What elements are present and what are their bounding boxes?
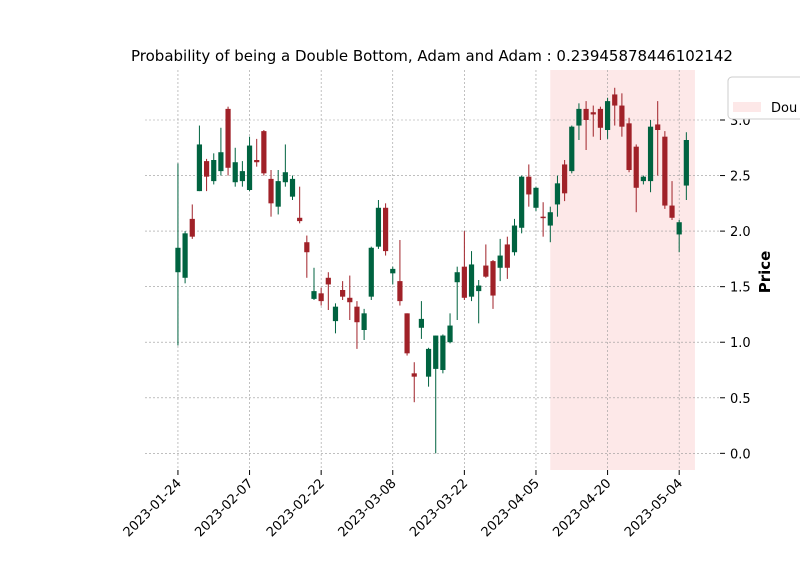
candle-body bbox=[347, 297, 353, 303]
candle-body bbox=[497, 255, 503, 268]
candle-body bbox=[662, 136, 668, 206]
candle-body bbox=[340, 290, 346, 297]
candle-body bbox=[597, 108, 604, 128]
candle-body bbox=[547, 212, 553, 226]
candle-body bbox=[361, 313, 367, 330]
y-tick-label: 1.0 bbox=[730, 336, 751, 351]
chart-title: Probability of being a Double Bottom, Ad… bbox=[131, 47, 733, 65]
candle-body bbox=[533, 187, 539, 208]
candle-body bbox=[225, 108, 231, 168]
candle-body bbox=[576, 108, 582, 126]
candle-body bbox=[254, 160, 260, 163]
candle-body bbox=[447, 325, 453, 343]
candle-body bbox=[604, 101, 611, 130]
candle-body bbox=[239, 171, 245, 182]
candle-body bbox=[583, 108, 589, 120]
candle-body bbox=[540, 216, 546, 219]
candle-body bbox=[683, 140, 689, 186]
candle-body bbox=[282, 172, 288, 183]
candle-body bbox=[554, 183, 561, 205]
candle-body bbox=[490, 261, 496, 296]
candle-body bbox=[297, 217, 303, 222]
candle-body bbox=[418, 318, 425, 328]
candle-body bbox=[626, 123, 632, 170]
candle-body bbox=[669, 205, 675, 218]
candle-body bbox=[325, 277, 331, 285]
candle-body bbox=[440, 335, 446, 370]
candle-body bbox=[504, 244, 510, 268]
candle-body bbox=[246, 145, 253, 190]
candle-body bbox=[268, 178, 274, 204]
candle-body bbox=[590, 112, 596, 115]
candle-body bbox=[375, 207, 382, 247]
candle-body bbox=[476, 285, 482, 292]
candle-body bbox=[175, 247, 181, 273]
candle-body bbox=[612, 94, 618, 106]
candle-body bbox=[182, 233, 188, 278]
candle-body bbox=[526, 176, 532, 195]
candle-body bbox=[203, 161, 210, 177]
candle-body bbox=[468, 264, 475, 297]
candle-body bbox=[382, 207, 389, 252]
candle-body bbox=[196, 144, 203, 192]
candle-body bbox=[390, 268, 396, 274]
candle-body bbox=[311, 291, 317, 299]
candle-body bbox=[404, 313, 410, 354]
x-tick-label: 2023-03-22 bbox=[407, 476, 471, 540]
candle-body bbox=[655, 124, 661, 130]
candle-body bbox=[397, 281, 403, 302]
candle-body bbox=[425, 348, 432, 377]
candle-body bbox=[562, 164, 568, 194]
y-axis-label: Price bbox=[756, 251, 774, 294]
candle-body bbox=[569, 126, 575, 172]
x-tick-label: 2023-01-24 bbox=[121, 476, 185, 540]
candle-body bbox=[511, 225, 518, 253]
candle-body bbox=[619, 105, 625, 127]
y-tick-label: 0.5 bbox=[730, 392, 751, 407]
legend-swatch bbox=[733, 102, 761, 112]
y-tick-label: 0.0 bbox=[730, 447, 751, 462]
y-tick-label: 2.5 bbox=[730, 170, 751, 185]
highlight-region bbox=[550, 70, 695, 470]
y-tick-label: 2.0 bbox=[730, 225, 751, 240]
candle-body bbox=[433, 335, 439, 369]
candle-body bbox=[519, 176, 525, 228]
candle-body bbox=[275, 181, 281, 207]
candle-body bbox=[261, 131, 267, 174]
x-tick-label: 2023-05-04 bbox=[622, 476, 686, 540]
x-tick-label: 2023-04-20 bbox=[550, 476, 614, 540]
y-tick-label: 1.5 bbox=[730, 281, 751, 296]
candle-body bbox=[647, 126, 654, 182]
candle-body bbox=[633, 146, 639, 188]
candle-body bbox=[304, 242, 310, 253]
x-tick-label: 2023-03-08 bbox=[336, 476, 400, 540]
candle-body bbox=[676, 222, 682, 235]
candle-body bbox=[368, 247, 374, 297]
candle-body bbox=[483, 265, 489, 277]
candle-body bbox=[218, 152, 224, 172]
candle-body bbox=[318, 293, 324, 302]
candle-body bbox=[454, 272, 460, 283]
candle-body bbox=[211, 160, 217, 182]
candle-body bbox=[461, 266, 467, 298]
x-tick-label: 2023-02-07 bbox=[192, 476, 256, 540]
legend: Dou bbox=[727, 76, 800, 120]
candle-body bbox=[289, 178, 296, 197]
candle-body bbox=[189, 218, 195, 237]
candle-body bbox=[411, 373, 417, 377]
candle-body bbox=[640, 176, 646, 182]
candle-body bbox=[332, 306, 339, 322]
legend-label: Dou bbox=[771, 101, 797, 116]
x-tick-label: 2023-02-22 bbox=[264, 476, 328, 540]
candle-body bbox=[232, 162, 238, 183]
x-tick-label: 2023-04-05 bbox=[479, 476, 543, 540]
candle-body bbox=[354, 306, 360, 323]
